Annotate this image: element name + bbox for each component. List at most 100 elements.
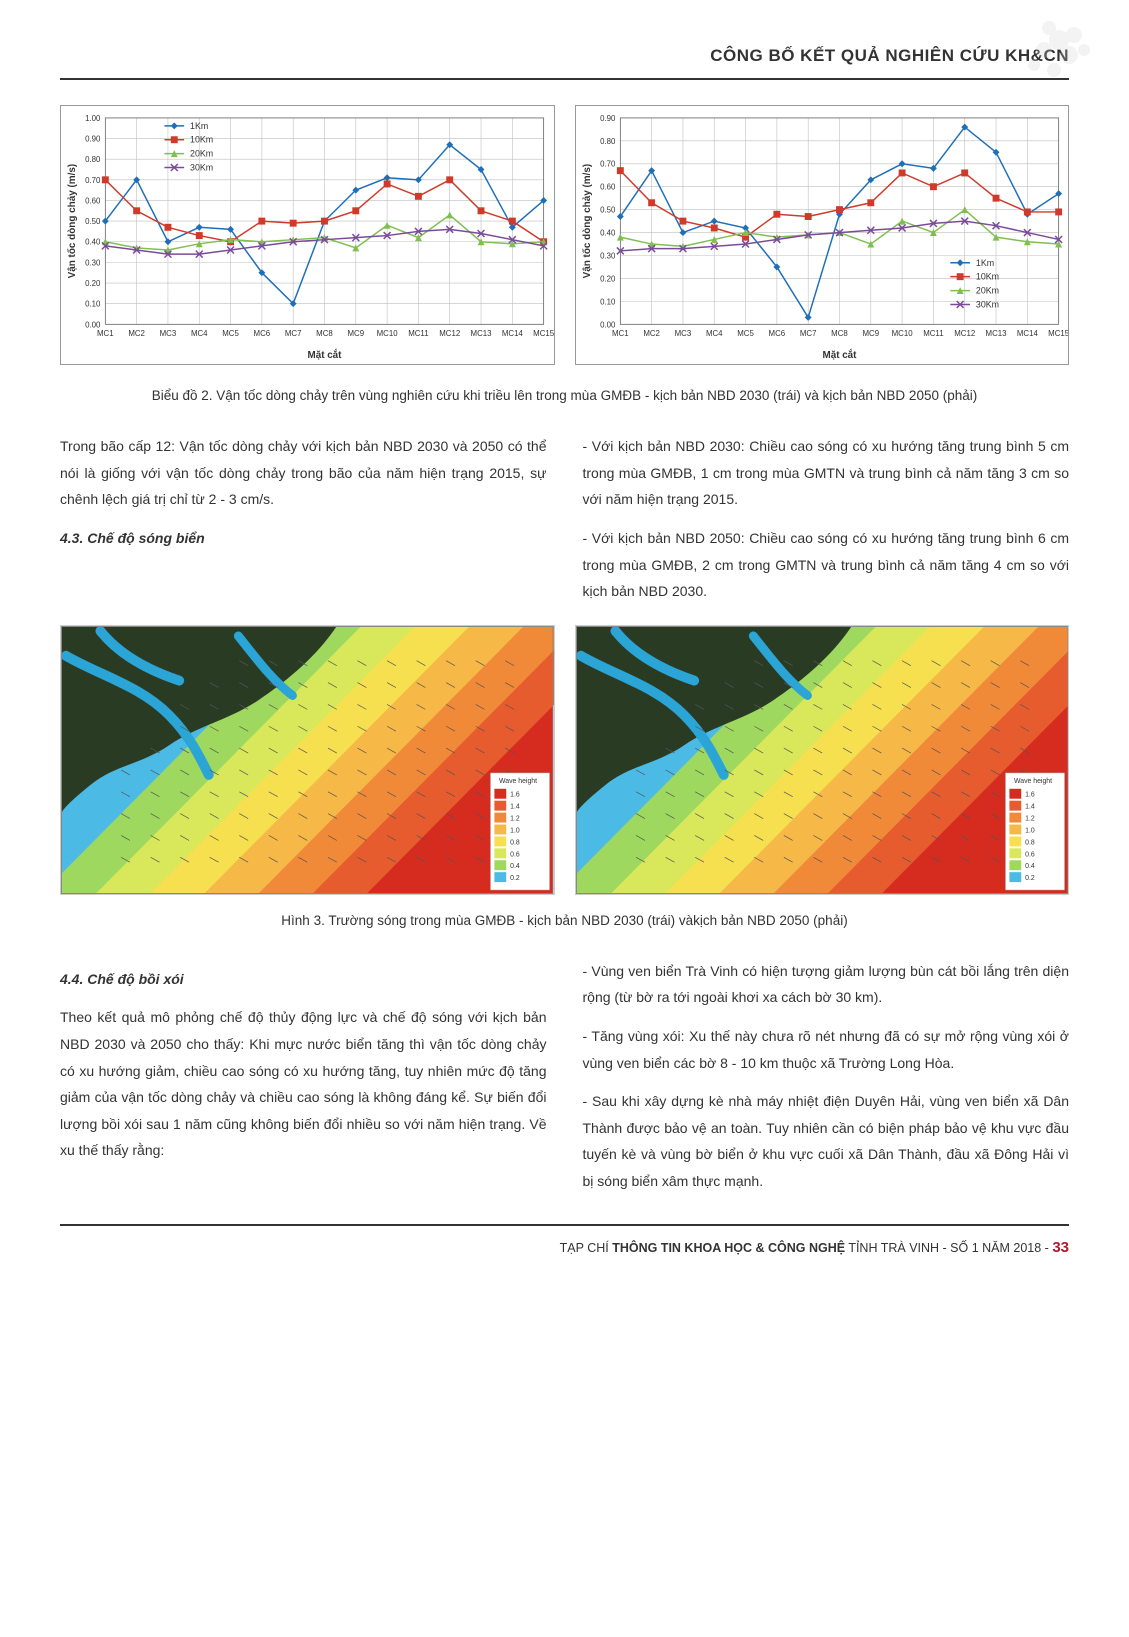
svg-text:MC10: MC10 [891,329,913,338]
svg-text:0.4: 0.4 [1025,863,1035,870]
svg-text:0.00: 0.00 [85,321,101,330]
footer-province: TỈNH TRÀ VINH - SỐ 1 NĂM 2018 - [845,1241,1052,1255]
map-caption: Hình 3. Trường sóng trong mùa GMĐB - kịc… [60,910,1069,933]
svg-text:0.80: 0.80 [85,155,101,164]
svg-text:0.8: 0.8 [510,839,520,846]
svg-text:1Km: 1Km [190,121,208,131]
svg-text:MC13: MC13 [985,329,1007,338]
svg-text:0.8: 0.8 [1025,839,1035,846]
svg-text:MC7: MC7 [799,329,816,338]
svg-text:MC4: MC4 [705,329,722,338]
svg-text:1.6: 1.6 [510,792,520,799]
svg-text:1.4: 1.4 [1025,803,1035,810]
svg-text:MC5: MC5 [737,329,754,338]
svg-text:MC15: MC15 [533,329,553,338]
svg-text:MC1: MC1 [612,329,629,338]
svg-text:Vận tốc dòng chảy (m/s): Vận tốc dòng chảy (m/s) [581,164,592,279]
svg-text:MC6: MC6 [768,329,785,338]
svg-text:0.40: 0.40 [600,229,616,238]
svg-text:MC14: MC14 [502,329,524,338]
svg-text:MC2: MC2 [643,329,660,338]
svg-text:0.30: 0.30 [600,252,616,261]
paragraph: Theo kết quả mô phỏng chế độ thủy động l… [60,1004,547,1164]
svg-text:20Km: 20Km [975,286,998,296]
svg-text:30Km: 30Km [190,163,213,173]
svg-text:30Km: 30Km [975,300,998,310]
svg-text:1.2: 1.2 [1025,815,1035,822]
svg-text:1Km: 1Km [975,258,993,268]
svg-text:MC13: MC13 [471,329,493,338]
svg-text:Mặt cắt: Mặt cắt [822,349,857,361]
svg-text:0.2: 0.2 [510,875,520,882]
svg-text:0.10: 0.10 [600,298,616,307]
svg-text:0.70: 0.70 [85,176,101,185]
svg-text:0.10: 0.10 [85,300,101,309]
page-number: 33 [1052,1239,1069,1256]
svg-text:0.20: 0.20 [600,275,616,284]
svg-text:0.80: 0.80 [600,137,616,146]
svg-text:10Km: 10Km [190,135,213,145]
chart-caption: Biểu đồ 2. Vận tốc dòng chảy trên vùng n… [60,385,1069,408]
svg-text:Mặt cắt: Mặt cắt [308,349,343,361]
paragraph: - Sau khi xây dựng kè nhà máy nhiệt điện… [583,1088,1070,1194]
svg-text:20Km: 20Km [190,149,213,159]
svg-text:MC11: MC11 [923,329,943,338]
svg-text:MC8: MC8 [316,329,333,338]
svg-text:MC9: MC9 [347,329,364,338]
svg-text:Wave height: Wave height [499,778,537,785]
svg-text:1.2: 1.2 [510,815,520,822]
svg-text:1.6: 1.6 [1025,792,1035,799]
svg-text:0.30: 0.30 [85,259,101,268]
svg-text:MC7: MC7 [285,329,302,338]
svg-text:0.90: 0.90 [600,114,616,123]
wave-map-right: Wave height1.61.41.21.00.80.60.40.2 [575,625,1070,895]
section-43-title: 4.3. Chế độ sóng biển [60,525,547,552]
body-text-2: 4.4. Chế độ bồi xói Theo kết quả mô phỏn… [60,958,1069,1195]
svg-text:MC2: MC2 [128,329,145,338]
svg-text:MC9: MC9 [862,329,879,338]
svg-text:MC6: MC6 [254,329,271,338]
svg-text:0.70: 0.70 [600,160,616,169]
page-footer: TẠP CHÍ THÔNG TIN KHOA HỌC & CÔNG NGHỆ T… [60,1224,1069,1263]
page-header: CÔNG BỐ KẾT QUẢ NGHIÊN CỨU KH&CN [60,40,1069,80]
svg-text:1.00: 1.00 [85,114,101,123]
paragraph: - Với kịch bản NBD 2030: Chiều cao sóng … [583,433,1070,513]
section-title: CÔNG BỐ KẾT QUẢ NGHIÊN CỨU KH&CN [710,46,1069,65]
svg-text:MC11: MC11 [408,329,428,338]
svg-text:MC1: MC1 [97,329,114,338]
svg-text:0.6: 0.6 [1025,851,1035,858]
svg-text:0.50: 0.50 [85,217,101,226]
footer-journal-name: THÔNG TIN KHOA HỌC & CÔNG NGHỆ [612,1241,845,1255]
svg-text:0.00: 0.00 [600,321,616,330]
svg-text:Vận tốc dòng chảy (m/s): Vận tốc dòng chảy (m/s) [67,164,78,279]
body-text-1: Trong bão cấp 12: Vận tốc dòng chảy với … [60,433,1069,605]
svg-text:0.6: 0.6 [510,851,520,858]
paragraph: - Tăng vùng xói: Xu thế này chưa rõ nét … [583,1023,1070,1076]
svg-text:0.40: 0.40 [85,238,101,247]
svg-text:MC3: MC3 [160,329,177,338]
wave-map-left: Wave height 1.6 1.4 1.2 1.0 0.8 0.6 0.4 0.2 [60,625,555,895]
svg-text:MC10: MC10 [377,329,399,338]
line-charts-row: 0.00 0.10 0.20 0.30 0.40 0.50 0.60 0.70 0.80 0.90… [60,105,1069,365]
svg-text:0.60: 0.60 [600,183,616,192]
svg-text:0.20: 0.20 [85,279,101,288]
svg-text:1.4: 1.4 [510,803,520,810]
svg-text:MC12: MC12 [439,329,460,338]
paragraph: Trong bão cấp 12: Vận tốc dòng chảy với … [60,433,547,513]
paragraph: - Vùng ven biển Trà Vinh có hiện tượng g… [583,958,1070,1011]
svg-text:MC3: MC3 [674,329,691,338]
chart-right: 0.00 0.10 0.20 0.30 0.40 0.50 0.60 0.70 0.80 0.90… [575,105,1070,365]
svg-text:0.4: 0.4 [510,863,520,870]
svg-text:0.2: 0.2 [1025,875,1035,882]
svg-text:MC5: MC5 [222,329,239,338]
svg-text:1.0: 1.0 [510,827,520,834]
svg-text:MC4: MC4 [191,329,208,338]
svg-text:0.50: 0.50 [600,206,616,215]
svg-text:Wave height: Wave height [1014,778,1052,785]
section-44-title: 4.4. Chế độ bồi xói [60,966,547,993]
svg-text:MC12: MC12 [954,329,975,338]
svg-text:0.90: 0.90 [85,135,101,144]
svg-text:10Km: 10Km [975,272,998,282]
wave-maps-row: Wave height 1.6 1.4 1.2 1.0 0.8 0.6 0.4 0.2 Wave… [60,625,1069,895]
chart-left: 0.000.100.200.300.400.500.600.700.800.90… [60,105,555,365]
